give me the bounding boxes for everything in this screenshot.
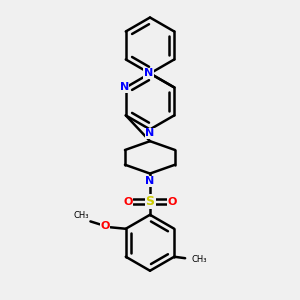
Text: CH₃: CH₃: [192, 255, 207, 264]
Text: N: N: [146, 128, 154, 138]
Text: O: O: [100, 221, 110, 231]
Text: O: O: [123, 196, 133, 206]
Text: O: O: [167, 196, 177, 206]
Text: CH₃: CH₃: [74, 211, 89, 220]
Text: N: N: [146, 176, 154, 187]
Text: N: N: [120, 82, 129, 92]
Text: S: S: [146, 195, 154, 208]
Text: N: N: [144, 68, 153, 78]
